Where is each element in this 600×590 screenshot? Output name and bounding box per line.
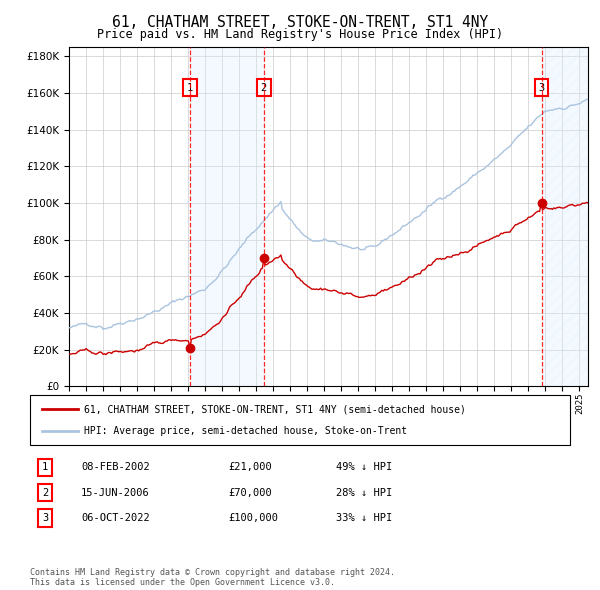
Text: 49% ↓ HPI: 49% ↓ HPI	[336, 463, 392, 472]
Bar	[190, 47, 264, 386]
Text: £21,000: £21,000	[228, 463, 272, 472]
Text: Contains HM Land Registry data © Crown copyright and database right 2024.
This d: Contains HM Land Registry data © Crown c…	[30, 568, 395, 587]
Text: 06-OCT-2022: 06-OCT-2022	[81, 513, 150, 523]
Text: 61, CHATHAM STREET, STOKE-ON-TRENT, ST1 4NY: 61, CHATHAM STREET, STOKE-ON-TRENT, ST1 …	[112, 15, 488, 30]
Bar	[542, 47, 588, 386]
Text: 2: 2	[42, 488, 48, 497]
Text: £70,000: £70,000	[228, 488, 272, 497]
Text: 33% ↓ HPI: 33% ↓ HPI	[336, 513, 392, 523]
Text: 08-FEB-2002: 08-FEB-2002	[81, 463, 150, 472]
Text: 3: 3	[42, 513, 48, 523]
Text: 2: 2	[261, 83, 267, 93]
Text: Price paid vs. HM Land Registry's House Price Index (HPI): Price paid vs. HM Land Registry's House …	[97, 28, 503, 41]
Text: 15-JUN-2006: 15-JUN-2006	[81, 488, 150, 497]
Text: HPI: Average price, semi-detached house, Stoke-on-Trent: HPI: Average price, semi-detached house,…	[84, 427, 407, 437]
Text: 3: 3	[538, 83, 545, 93]
Text: 1: 1	[187, 83, 193, 93]
Text: 28% ↓ HPI: 28% ↓ HPI	[336, 488, 392, 497]
Text: 61, CHATHAM STREET, STOKE-ON-TRENT, ST1 4NY (semi-detached house): 61, CHATHAM STREET, STOKE-ON-TRENT, ST1 …	[84, 404, 466, 414]
Text: 1: 1	[42, 463, 48, 472]
Text: £100,000: £100,000	[228, 513, 278, 523]
